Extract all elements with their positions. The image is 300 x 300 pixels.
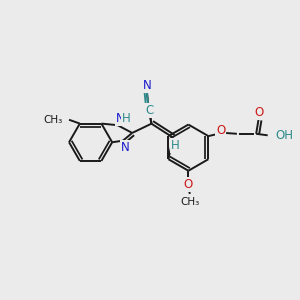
Text: CH₃: CH₃: [44, 115, 63, 125]
Text: CH₃: CH₃: [180, 196, 200, 206]
Text: C: C: [145, 104, 153, 117]
Text: N: N: [142, 80, 151, 92]
Text: H: H: [122, 112, 130, 125]
Text: O: O: [216, 124, 225, 137]
Text: OH: OH: [275, 129, 293, 142]
Text: O: O: [255, 106, 264, 119]
Text: N: N: [116, 112, 124, 125]
Text: O: O: [184, 178, 193, 191]
Text: H: H: [171, 139, 180, 152]
Text: N: N: [121, 141, 130, 154]
